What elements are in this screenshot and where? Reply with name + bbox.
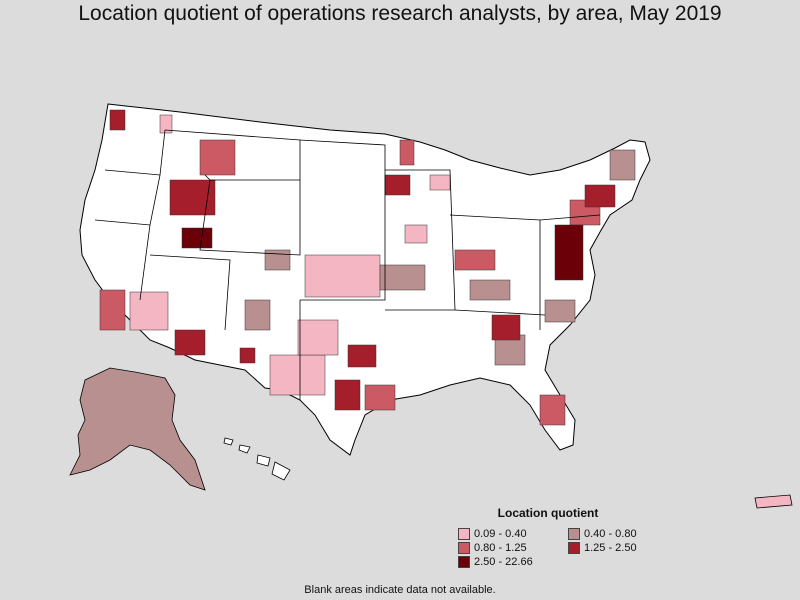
legend-item: 1.25 - 2.50: [568, 542, 678, 554]
legend-title: Location quotient: [497, 506, 599, 520]
legend-label: 0.09 - 0.40: [474, 528, 527, 540]
legend-label: 2.50 - 22.66: [474, 556, 533, 568]
legend-label: 0.80 - 1.25: [474, 542, 527, 554]
hawaii-islands: [223, 437, 291, 481]
legend-swatch: [458, 542, 470, 554]
puerto-rico-shape: [754, 494, 793, 509]
legend-item: 2.50 - 22.66: [458, 556, 568, 568]
area-regions: [99, 109, 636, 426]
legend-swatch: [458, 556, 470, 568]
data-availability-note: Blank areas indicate data not available.: [304, 584, 496, 596]
alaska-shape: [69, 367, 206, 491]
state-boundaries: [94, 129, 601, 400]
legend-item: 0.80 - 1.25: [458, 542, 568, 554]
legend-item: 0.09 - 0.40: [458, 528, 568, 540]
legend-label: 0.40 - 0.80: [584, 528, 637, 540]
legend-item: 0.40 - 0.80: [568, 528, 678, 540]
map-legend: Location quotient 0.09 - 0.40 0.40 - 0.8…: [458, 506, 678, 568]
legend-swatch: [568, 542, 580, 554]
map-title: Location quotient of operations research…: [78, 2, 722, 25]
legend-swatch: [458, 528, 470, 540]
legend-label: 1.25 - 2.50: [584, 542, 637, 554]
legend-swatch: [568, 528, 580, 540]
